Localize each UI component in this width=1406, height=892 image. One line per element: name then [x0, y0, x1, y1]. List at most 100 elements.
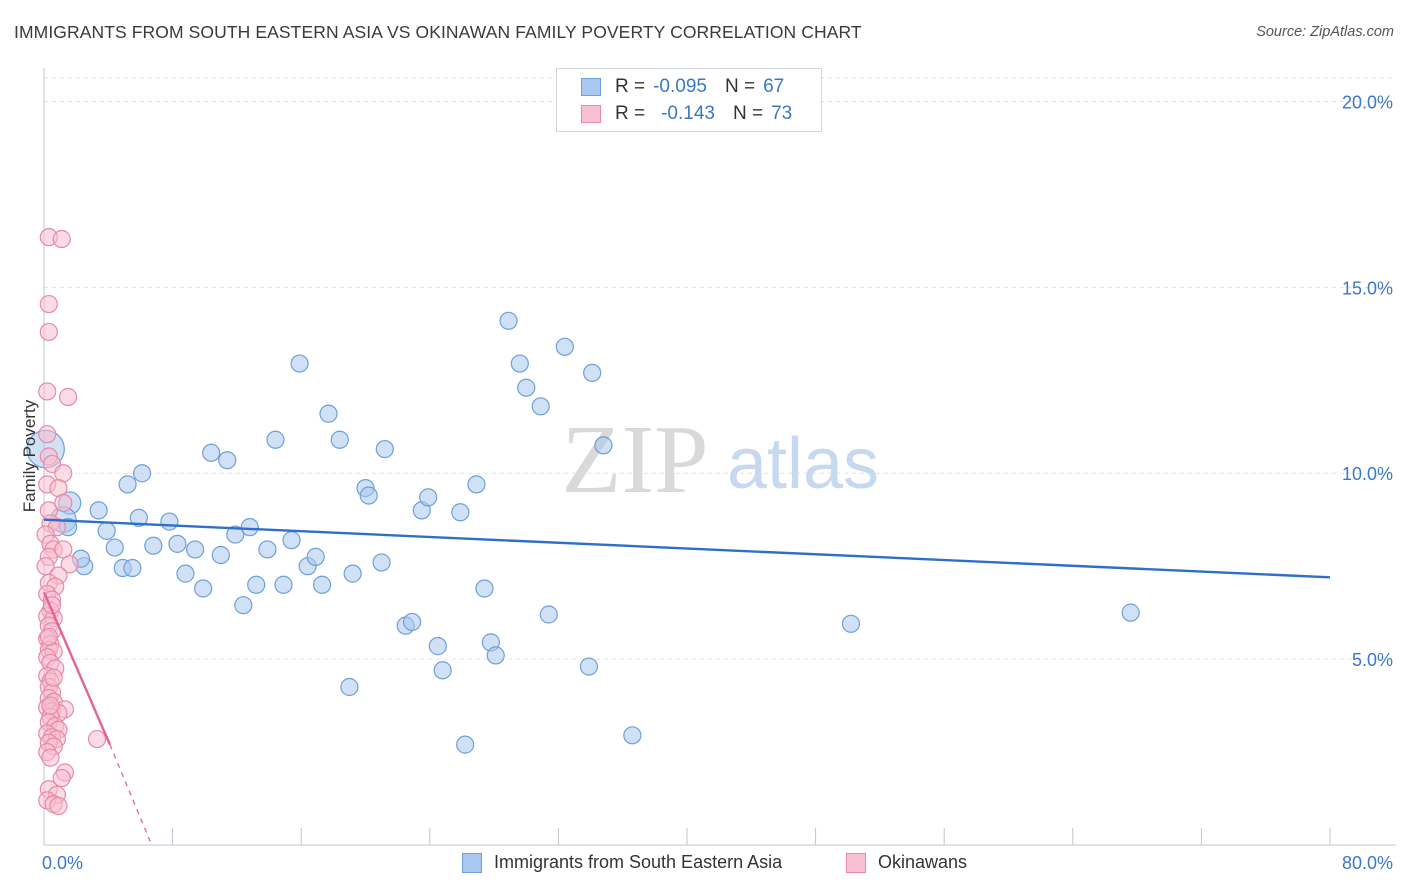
data-point-immigrants [486, 646, 505, 665]
y-tick-label: 20.0% [1342, 92, 1393, 112]
y-tick-label: 15.0% [1342, 278, 1393, 298]
data-point-okinawans [38, 382, 57, 401]
data-point-immigrants [211, 545, 230, 565]
data-point-okinawans [39, 322, 58, 342]
watermark: ZIP atlas [562, 406, 880, 514]
data-point-immigrants [105, 538, 124, 557]
y-axis-label: Family Poverty [20, 399, 39, 513]
watermark-zip: ZIP [562, 406, 709, 514]
data-point-immigrants [517, 378, 536, 397]
data-point-immigrants [467, 475, 486, 494]
series-swatch-blue [462, 852, 482, 873]
data-point-immigrants [312, 575, 332, 594]
data-point-immigrants [375, 439, 394, 459]
data-point-okinawans [44, 668, 63, 687]
trend-line-immigrants [43, 518, 1331, 579]
data-point-immigrants [419, 488, 438, 507]
trend-line-okinawans-extension [109, 744, 153, 846]
data-point-immigrants [168, 534, 187, 553]
data-point-immigrants [499, 311, 518, 330]
data-point-immigrants [240, 518, 259, 537]
legend-swatch-pink [581, 105, 601, 123]
legend-swatch-blue [581, 78, 601, 96]
legend-r-label: R = [615, 103, 646, 124]
trend-line-okinawans [42, 591, 112, 746]
data-point-immigrants [403, 612, 422, 632]
y-tick-label: 5.0% [1352, 650, 1393, 670]
data-point-immigrants [428, 637, 447, 656]
data-point-okinawans [39, 627, 58, 646]
y-tick-label: 10.0% [1342, 464, 1393, 484]
data-point-immigrants [97, 521, 116, 540]
data-point-immigrants [555, 337, 574, 356]
data-point-immigrants [258, 540, 277, 559]
data-point-immigrants [359, 486, 378, 505]
data-point-okinawans [41, 748, 60, 767]
data-point-immigrants [319, 404, 338, 423]
data-point-okinawans [49, 796, 68, 816]
axis-layer [43, 68, 1396, 846]
tick-label-layer: 5.0% 10.0% 15.0% 20.0% 0.0% 80.0% [42, 92, 1393, 873]
legend-n-value: 73 [771, 103, 793, 124]
series-legend-item-okinawans[interactable]: Okinawans [846, 852, 967, 873]
data-point-okinawans [87, 729, 107, 749]
data-point-immigrants [290, 354, 309, 373]
data-point-okinawans [39, 294, 58, 314]
data-point-immigrants [194, 579, 213, 598]
data-point-immigrants [343, 564, 362, 583]
data-point-okinawans [59, 387, 78, 407]
chart-title: IMMIGRANTS FROM SOUTH EASTERN ASIA VS OK… [14, 22, 862, 42]
data-point-okinawans [52, 229, 71, 249]
data-point-immigrants [531, 397, 550, 416]
data-point-okinawans [41, 696, 60, 715]
data-point-immigrants [129, 508, 148, 527]
series-legend-item-immigrants[interactable]: Immigrants from South Eastern Asia [462, 852, 782, 873]
data-point-okinawans [38, 425, 57, 444]
legend-r-value: -0.095 [653, 76, 707, 97]
x-tick-label: 0.0% [42, 853, 83, 873]
watermark-atlas: atlas [727, 424, 879, 504]
data-point-immigrants [841, 614, 861, 633]
data-point-immigrants [282, 531, 301, 550]
legend-r-value: -0.143 [661, 103, 715, 124]
data-point-immigrants [176, 564, 195, 583]
data-point-immigrants [123, 558, 142, 578]
legend-r-label: R = [615, 76, 646, 97]
data-point-immigrants [218, 451, 237, 470]
data-point-immigrants [202, 443, 221, 462]
series-swatch-pink [846, 852, 866, 873]
data-point-immigrants [451, 503, 470, 522]
x-tick-label: 80.0% [1342, 853, 1393, 873]
data-point-immigrants [1121, 603, 1140, 622]
chart-source: Source: ZipAtlas.com [1256, 24, 1394, 40]
trend-layer [42, 518, 1331, 846]
data-point-immigrants [234, 596, 253, 615]
data-point-immigrants [330, 430, 349, 449]
data-point-immigrants [594, 436, 613, 455]
data-point-immigrants [583, 363, 602, 382]
points-layer [26, 228, 1140, 816]
series-legend-label: Okinawans [878, 852, 968, 872]
data-point-immigrants [456, 735, 475, 754]
data-point-okinawans [54, 493, 73, 513]
data-point-immigrants [266, 430, 285, 449]
data-point-immigrants [475, 579, 494, 598]
data-point-okinawans [60, 555, 79, 574]
data-point-immigrants [433, 661, 452, 680]
data-point-immigrants [144, 536, 163, 555]
data-point-immigrants [118, 475, 137, 494]
data-point-immigrants [579, 657, 599, 676]
data-point-immigrants [340, 677, 359, 697]
data-point-immigrants [247, 575, 266, 594]
data-point-immigrants [306, 547, 325, 566]
data-point-immigrants [89, 501, 108, 520]
data-point-immigrants [510, 354, 529, 373]
data-point-immigrants [186, 540, 205, 559]
legend-row-pink: R = -0.143 N = 73 [581, 102, 792, 126]
data-point-immigrants [274, 575, 293, 594]
legend-n-label: N = [732, 103, 764, 124]
series-legend-label: Immigrants from South Eastern Asia [494, 852, 783, 872]
data-point-immigrants [539, 605, 558, 624]
legend-n-label: N = [724, 76, 756, 97]
